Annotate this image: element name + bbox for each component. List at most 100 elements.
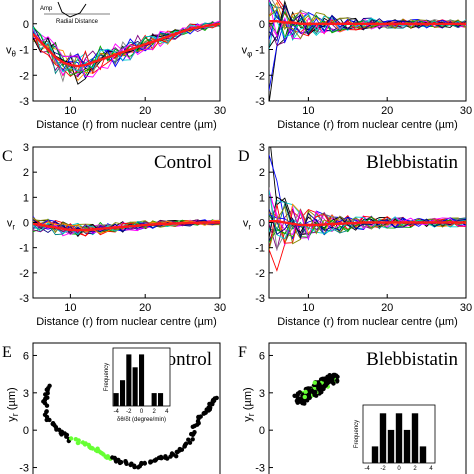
- y-tick-label: -1: [19, 45, 29, 57]
- track-point: [214, 395, 219, 401]
- y-tick-label: 1: [23, 192, 29, 204]
- y-axis-label: vr: [7, 218, 16, 232]
- inset-sketch: Radial Distance Amp: [40, 1, 110, 25]
- track-point: [43, 392, 48, 397]
- track-point: [139, 460, 144, 466]
- series-line: [33, 23, 220, 72]
- histogram-bar: [379, 413, 387, 463]
- y-tick-label: 0: [259, 425, 265, 437]
- track-point: [104, 455, 110, 460]
- x-tick-label: 20: [381, 302, 393, 314]
- track-point: [192, 430, 197, 435]
- track-point: [59, 432, 64, 437]
- inset-curve: [57, 1, 87, 18]
- inset-x-tick-label: -2: [126, 409, 132, 415]
- axes-frame: [32, 342, 221, 474]
- y-tick-label: 0: [23, 218, 29, 230]
- inset-x-tick-label: 4: [429, 466, 433, 472]
- histogram-bar: [395, 413, 403, 463]
- track-point: [142, 461, 147, 466]
- inset-label: Radial Distance: [56, 19, 99, 25]
- inset-x-tick-label: 2: [152, 409, 156, 415]
- y-axis-label: yr (µm): [242, 387, 256, 421]
- condition-label: Blebbistatin: [366, 349, 458, 370]
- histogram-bar: [387, 429, 395, 463]
- track-point: [325, 378, 330, 383]
- inset-histogram: -4 -2 0 2 4 Frequency: [354, 404, 436, 472]
- panel-letter: F: [238, 344, 247, 361]
- panel-C: 10 20 30 -3 -2 -1 0 1 2 3 Distance (r) from nuclea…: [2, 142, 226, 328]
- track-point: [186, 437, 191, 442]
- track-point: [44, 403, 50, 408]
- y-tick-label: 0: [23, 425, 29, 437]
- series-group: [33, 20, 220, 85]
- x-tick-label: 10: [302, 302, 314, 314]
- y-tick-label: 6: [23, 350, 29, 362]
- track-point: [44, 409, 49, 414]
- y-tick-label: -2: [19, 70, 29, 82]
- y-axis-label: vr: [243, 218, 252, 232]
- inset-x-label: δθ/δt (degree/min): [117, 417, 166, 423]
- histogram-bar: [158, 393, 164, 406]
- track-point: [169, 451, 175, 456]
- mean-line: [269, 219, 466, 227]
- track-point: [47, 417, 52, 423]
- track-point: [198, 414, 203, 419]
- series-group: [33, 216, 220, 238]
- mean-line: [33, 221, 220, 232]
- inset-x-tick-label: 0: [397, 466, 401, 472]
- histogram-bar: [403, 429, 411, 463]
- y-tick-label: 3: [23, 142, 29, 154]
- y-tick-label: -3: [19, 463, 29, 474]
- axes-frame: [268, 0, 467, 102]
- panel-D: 10 20 30 -3 -2 -1 0 1 2 3 Distance (r) from nuclea…: [238, 142, 472, 328]
- y-tick-label: 1: [259, 192, 265, 204]
- inset-y-label: Frequency: [104, 363, 110, 391]
- inset-x-tick-label: -2: [380, 466, 386, 472]
- y-tick-label: 0: [259, 218, 265, 230]
- y-tick-label: 2: [259, 167, 265, 179]
- track-point: [294, 398, 300, 403]
- track-point: [330, 378, 335, 383]
- track-point: [312, 392, 317, 398]
- y-tick-label: -3: [19, 293, 29, 305]
- series-group: [269, 0, 466, 101]
- y-tick-label: -3: [255, 293, 265, 305]
- histogram-bar: [139, 354, 145, 406]
- track-point: [148, 459, 154, 464]
- inset-y-label: Amp: [40, 6, 53, 12]
- track-point: [128, 462, 133, 468]
- histogram-bar: [151, 393, 157, 406]
- x-axis-label: Distance (r) from nuclear centre (µm): [36, 316, 217, 328]
- axes-frame: [268, 342, 467, 474]
- track-point: [303, 389, 308, 395]
- x-axis-label: Distance (r) from nuclear centre (µm): [277, 119, 458, 131]
- series-line: [269, 208, 466, 240]
- inset-x-tick-label: 4: [165, 409, 169, 415]
- x-tick-label: 30: [460, 302, 472, 314]
- series-line: [33, 219, 220, 233]
- histogram-bar: [411, 413, 419, 463]
- track-point: [331, 374, 336, 379]
- series-line: [33, 24, 220, 77]
- histogram-bar: [120, 380, 126, 406]
- histogram-bar: [113, 393, 119, 406]
- track-point: [76, 440, 81, 445]
- track-point: [165, 456, 170, 461]
- condition-label: Control: [154, 152, 212, 173]
- histogram-bar: [371, 446, 379, 463]
- histogram-bar: [126, 354, 132, 406]
- track-point: [310, 388, 315, 394]
- histogram-bar: [132, 367, 138, 406]
- y-tick-label: -1: [19, 243, 29, 255]
- inset-x-tick-label: -4: [364, 466, 370, 472]
- panel-B: 10 20 30 -3 -2 -1 0 Distance (r) from nuclear c…: [242, 0, 472, 131]
- y-tick-label: -3: [255, 96, 265, 108]
- series-line: [269, 8, 466, 40]
- x-tick-label: 10: [64, 302, 76, 314]
- x-tick-label: 20: [381, 105, 393, 117]
- track-point: [316, 386, 321, 391]
- y-tick-label: -2: [19, 268, 29, 280]
- track-point: [323, 383, 328, 388]
